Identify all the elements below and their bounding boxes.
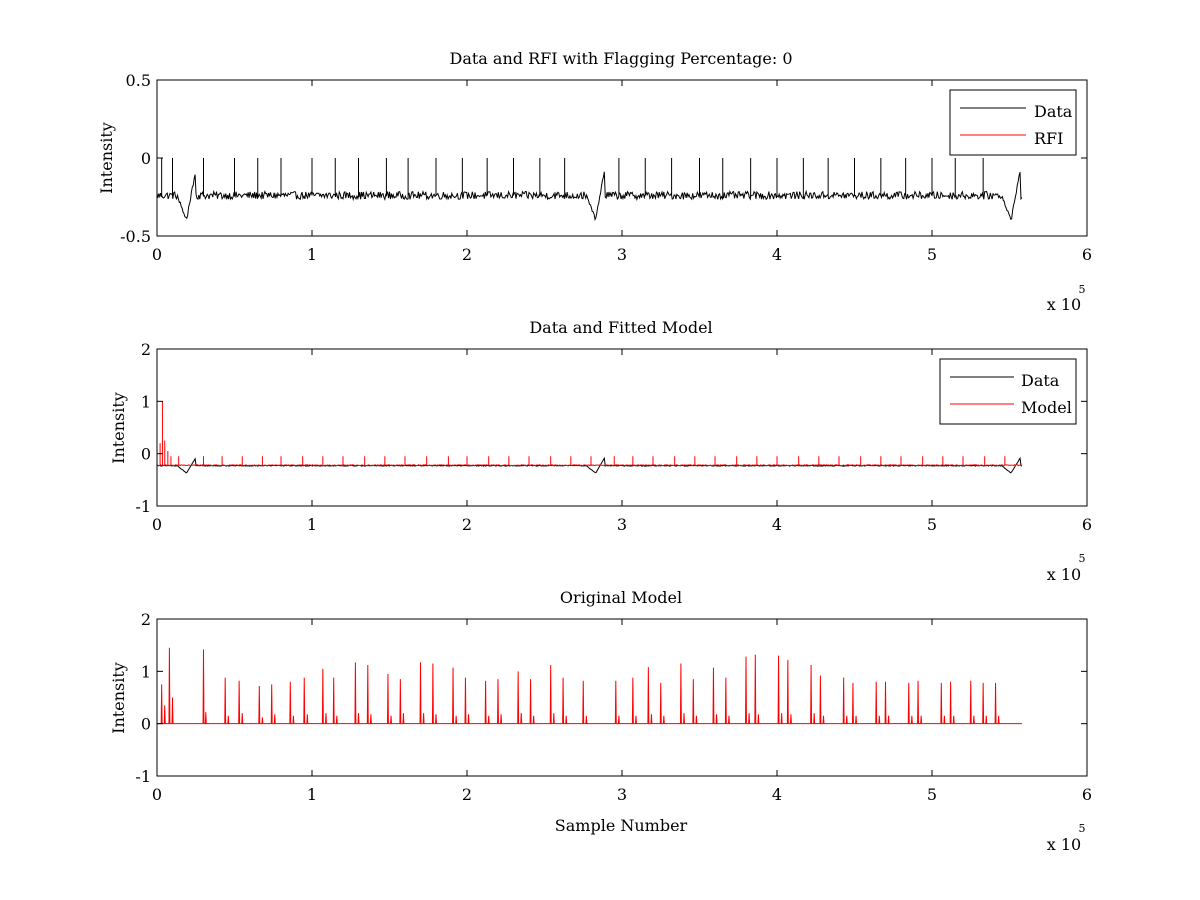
panel-1-legend-data-label: Data <box>1034 102 1073 121</box>
panel-1-y-tick-label: 0.5 <box>126 71 151 90</box>
panel-3-x-exponent: 5 <box>1079 822 1086 835</box>
panel-2-legend: Data Model <box>939 358 1077 425</box>
panel-1-legend-rfi-label: RFI <box>1034 129 1063 148</box>
panel-2-x-exponent: 5 <box>1079 552 1086 565</box>
panel-3-y-tick-label: 0 <box>141 715 151 734</box>
panel-2-series-model <box>156 401 1023 467</box>
panel-3-x-tick-label: 1 <box>307 785 317 804</box>
panel-1-plot <box>156 158 1023 222</box>
panel-1-series-data <box>156 158 1023 222</box>
panel-3-xlabel: Sample Number <box>555 816 688 835</box>
panel-2-y-tick-label: 1 <box>141 392 151 411</box>
panel-3-y-tick-label: 2 <box>141 610 151 629</box>
panel-2-title: Data and Fitted Model <box>529 318 712 337</box>
panel-1-x-tick-label: 0 <box>152 245 162 264</box>
panel-1-legend-box <box>949 89 1077 156</box>
panel-2-plot <box>156 401 1023 474</box>
panel-1-x-tick-label: 4 <box>772 245 782 264</box>
panel-1-y-tick-label: 0 <box>141 149 151 168</box>
panel-3-plot <box>157 647 1022 725</box>
panel-3-y-tick-label: -1 <box>135 767 151 786</box>
panel-1-axes: 0 1 2 3 4 5 6-0.500.5 <box>120 71 1092 264</box>
panel-2-y-tick-label: -1 <box>135 497 151 516</box>
panel-2-x-tick-label: 1 <box>307 515 317 534</box>
panel-2-legend-model-label: Model <box>1021 398 1072 417</box>
panel-2-x-tick-label: 3 <box>617 515 627 534</box>
panel-2: Data and Fitted Model Intensity 0 1 2 3 4 5 6 -… <box>109 318 1092 584</box>
panel-3-x-tick-label: 4 <box>772 785 782 804</box>
panel-1-x-tick-label: 3 <box>617 245 627 264</box>
panel-1-title: Data and RFI with Flagging Percentage: 0 <box>449 49 792 68</box>
panel-2-legend-box <box>939 358 1077 425</box>
panel-2-x-tick-label: 2 <box>462 515 472 534</box>
panel-2-legend-data-label: Data <box>1021 371 1060 390</box>
panel-3-x-tick-label: 5 <box>927 785 937 804</box>
panel-3-title: Original Model <box>560 588 682 607</box>
panel-2-y-tick-label: 0 <box>141 445 151 464</box>
panel-3-x-tick-label: 2 <box>462 785 472 804</box>
panel-1-x-tick-label: 5 <box>927 245 937 264</box>
panel-3-x-tick-label: 0 <box>152 785 162 804</box>
panel-1-x-tick-label: 6 <box>1082 245 1092 264</box>
panel-1-legend: Data RFI <box>949 89 1077 156</box>
panel-1-x-tick-label: 2 <box>462 245 472 264</box>
panel-3-y-tick-label: 1 <box>141 662 151 681</box>
panel-2-x-tick-label: 5 <box>927 515 937 534</box>
panel-2-x-multiplier: x 10 <box>1047 565 1081 584</box>
panel-3-x-multiplier: x 10 <box>1047 835 1081 854</box>
panel-1-y-tick-label: -0.5 <box>120 227 151 246</box>
panel-2-ylabel: Intensity <box>109 392 128 464</box>
panel-1-ylabel: Intensity <box>97 122 116 194</box>
panel-2-y-tick-label: 2 <box>141 340 151 359</box>
panel-3-series-model <box>157 647 1022 725</box>
panel-3-x-tick-label: 6 <box>1082 785 1092 804</box>
panel-3-ylabel: Intensity <box>109 662 128 734</box>
panel-3-x-tick-label: 3 <box>617 785 627 804</box>
panel-2-x-tick-label: 0 <box>152 515 162 534</box>
panel-1-x-multiplier: x 10 <box>1047 295 1081 314</box>
panel-2-x-tick-label: 6 <box>1082 515 1092 534</box>
panel-1-x-exponent: 5 <box>1079 283 1086 296</box>
panel-1: Data and RFI with Flagging Percentage: 0… <box>97 49 1092 314</box>
panel-2-x-tick-label: 4 <box>772 515 782 534</box>
panel-1-x-tick-label: 1 <box>307 245 317 264</box>
panel-2-series-data <box>156 456 1023 474</box>
